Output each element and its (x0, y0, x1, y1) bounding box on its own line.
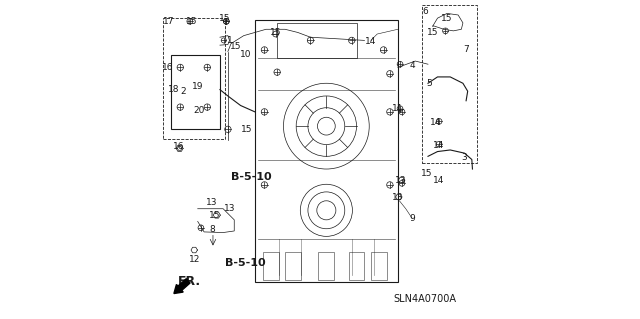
Text: 7: 7 (463, 45, 469, 55)
Text: 14: 14 (433, 141, 445, 150)
Bar (319, 252, 334, 280)
Text: 16: 16 (173, 142, 184, 151)
Text: 14: 14 (433, 176, 445, 185)
Bar (263, 252, 278, 280)
Text: FR.: FR. (178, 275, 202, 288)
Text: 16: 16 (162, 63, 173, 72)
Text: 10: 10 (239, 50, 251, 59)
Text: 5: 5 (427, 79, 433, 88)
Text: 18: 18 (168, 85, 180, 94)
Text: 20: 20 (194, 106, 205, 115)
Text: 14: 14 (430, 118, 442, 128)
FancyArrow shape (174, 279, 190, 293)
Text: 15: 15 (442, 14, 452, 23)
Text: 15: 15 (230, 42, 241, 51)
Text: 6: 6 (422, 7, 428, 16)
Bar (422, 5, 477, 163)
Bar (277, 23, 356, 58)
Text: 15: 15 (270, 28, 282, 37)
Text: 4: 4 (410, 61, 415, 70)
Bar (349, 252, 364, 280)
Text: 12: 12 (189, 255, 200, 264)
Text: 15: 15 (241, 125, 253, 134)
Text: 1: 1 (227, 36, 232, 45)
Text: 3: 3 (461, 153, 467, 162)
Text: SLN4A0700A: SLN4A0700A (394, 294, 456, 304)
Text: 2: 2 (180, 87, 186, 96)
Bar (371, 252, 387, 280)
Text: 9: 9 (409, 214, 415, 223)
Text: 8: 8 (209, 225, 215, 234)
Text: B-5-10: B-5-10 (232, 172, 272, 182)
Text: B-5-10: B-5-10 (225, 258, 266, 268)
Text: 19: 19 (192, 82, 204, 91)
Text: 13: 13 (224, 204, 236, 213)
Text: 15: 15 (219, 14, 230, 23)
Text: 14: 14 (365, 38, 376, 47)
Text: 15: 15 (427, 28, 438, 37)
Bar (171, 55, 220, 129)
Text: 11: 11 (392, 104, 404, 113)
Bar (163, 18, 225, 139)
Bar (285, 252, 301, 280)
Text: 17: 17 (163, 17, 175, 26)
Bar (255, 20, 398, 282)
Text: 13: 13 (392, 193, 404, 202)
Text: 13: 13 (396, 176, 407, 185)
Text: 15: 15 (186, 17, 197, 26)
Text: 15: 15 (209, 211, 221, 219)
Text: 13: 13 (206, 198, 218, 207)
Text: 15: 15 (420, 169, 432, 178)
